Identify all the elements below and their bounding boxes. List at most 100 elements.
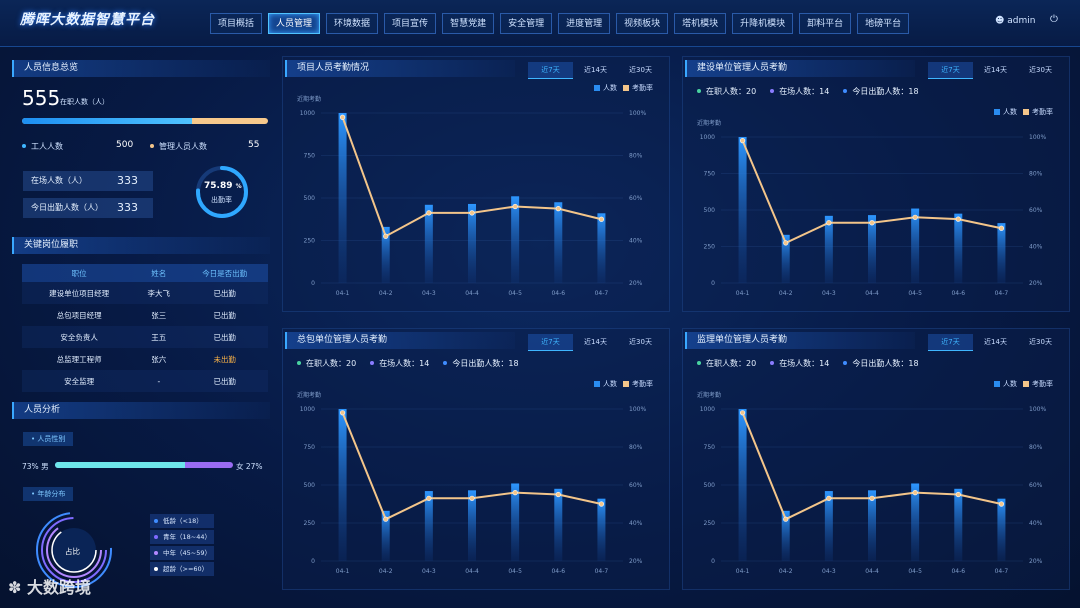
key-posts-table: 职位 姓名 今日是否出勤 建设单位项目经理 李大飞 已出勤 总包项目经理 张三 已出勤 安全负责…: [22, 264, 268, 392]
attendance-rate-gauge: [196, 166, 248, 218]
y-left-tick: 500: [704, 482, 716, 489]
bar-04-3: [424, 491, 433, 561]
ratio-bar: [22, 118, 268, 124]
today-row: 今日出勤人数（人） 333: [23, 198, 153, 218]
gender-chip[interactable]: • 人员性别: [23, 432, 74, 446]
nav-item-5[interactable]: 安全管理: [500, 13, 553, 34]
rate-point-04-1: [339, 410, 346, 416]
bar-04-4: [468, 203, 476, 283]
chart-subtitle: 近期考勤: [697, 119, 721, 127]
attendance-panel-0: 项目人员考勤情况 近7天 近14天 近30天 人数 考勤率 近期考勤 0 20% 250 40% 50…: [282, 56, 670, 312]
stat-item: 在职人数：20: [697, 359, 756, 368]
y-left-tick: 0: [711, 558, 715, 565]
x-tick: 04-7: [595, 290, 609, 297]
y-left-tick: 750: [304, 444, 316, 451]
table-cell: 张六: [151, 354, 167, 364]
table-cell: 总包项目经理: [56, 310, 102, 320]
y-right-tick: 100%: [629, 406, 646, 413]
rate-point-04-3: [826, 495, 832, 501]
tab-period-0[interactable]: 近7天: [528, 334, 573, 351]
y-right-tick: 20%: [1029, 558, 1043, 565]
period-tabs: 近7天 近14天 近30天: [528, 62, 663, 79]
user-menu[interactable]: ☻ admin: [995, 16, 1035, 26]
table-cell: -: [136, 370, 182, 392]
nav-item-0[interactable]: 项目概括: [210, 13, 263, 34]
tab-period-1[interactable]: 近14天: [984, 66, 1007, 74]
bar-04-1: [738, 137, 747, 283]
bar-04-2: [381, 226, 390, 283]
tab-period-0[interactable]: 近7天: [928, 334, 973, 351]
panel-stats: 在职人数：20 在场人数：14 今日出勤人数：18: [697, 86, 933, 97]
y-right-tick: 40%: [629, 520, 643, 527]
nav-item-4[interactable]: 智慧党建: [442, 13, 495, 34]
y-right-tick: 60%: [629, 482, 643, 489]
rate-point-04-1: [739, 138, 746, 144]
rate-point-04-2: [383, 233, 389, 239]
y-right-tick: 100%: [629, 110, 646, 117]
nav-item-2[interactable]: 环境数据: [326, 13, 379, 34]
y-left-tick: 0: [311, 280, 315, 287]
chart-subtitle: 近期考勤: [697, 391, 721, 399]
bar-04-4: [868, 215, 876, 283]
attendance-panel-3: 监理单位管理人员考勤 近7天 近14天 近30天 在职人数：20 在场人数：14 今日出勤人…: [682, 328, 1070, 590]
y-right-tick: 80%: [1029, 171, 1043, 178]
workers-label: 工人人数: [22, 141, 63, 152]
bar-04-4: [868, 490, 876, 561]
rate-point-04-5: [912, 489, 918, 496]
rate-point-04-1: [339, 114, 346, 120]
x-tick: 04-6: [951, 568, 965, 575]
nav-item-11[interactable]: 地磅平台: [857, 13, 910, 34]
panel-stats: 在职人数：20 在场人数：14 今日出勤人数：18: [297, 358, 533, 369]
bar-04-7: [597, 498, 606, 561]
table-cell: 王五: [136, 326, 182, 348]
tab-period-2[interactable]: 近30天: [1029, 338, 1052, 346]
nav-item-10[interactable]: 卸料平台: [799, 13, 852, 34]
y-right-tick: 20%: [629, 558, 643, 565]
managers-label: 管理人员人数: [150, 141, 207, 152]
nav-item-8[interactable]: 塔机模块: [674, 13, 727, 34]
tab-period-0[interactable]: 近7天: [528, 62, 573, 79]
x-tick: 04-6: [551, 290, 565, 297]
table-header: 今日是否出勤: [181, 264, 268, 282]
x-tick: 04-6: [551, 568, 565, 575]
x-tick: 04-3: [822, 568, 836, 575]
y-left-tick: 1000: [700, 134, 715, 141]
attendance-chart: 近期考勤 0 20% 250 40% 500 60% 750 80% 1000 100% 04-1 04…: [297, 95, 646, 297]
today-count: 333: [117, 201, 138, 214]
rate-point-04-3: [426, 210, 432, 216]
nav-item-9[interactable]: 升降机模块: [732, 13, 794, 34]
tab-period-1[interactable]: 近14天: [984, 338, 1007, 346]
tab-period-1[interactable]: 近14天: [584, 338, 607, 346]
stat-item: 今日出勤人数：18: [843, 87, 919, 96]
tab-period-2[interactable]: 近30天: [629, 66, 652, 74]
age-legend-item: 青年（18~44）: [150, 530, 214, 544]
rate-point-04-2: [783, 516, 789, 522]
tab-period-2[interactable]: 近30天: [1029, 66, 1052, 74]
nav-item-6[interactable]: 进度管理: [558, 13, 611, 34]
tab-period-1[interactable]: 近14天: [584, 66, 607, 74]
panel-title: 总包单位管理人员考勤: [285, 332, 515, 349]
period-tabs: 近7天 近14天 近30天: [928, 334, 1063, 351]
table-row: 安全负责人 王五 已出勤: [22, 326, 268, 348]
x-tick: 04-5: [508, 568, 522, 575]
tab-period-0[interactable]: 近7天: [928, 62, 973, 79]
table-header: 职位: [22, 264, 137, 282]
power-icon[interactable]: ⏻: [1050, 14, 1058, 25]
tab-period-2[interactable]: 近30天: [629, 338, 652, 346]
nav-item-7[interactable]: 视频板块: [616, 13, 669, 34]
age-ring-middle: [46, 522, 102, 578]
nav-item-1[interactable]: 人员管理: [268, 13, 321, 34]
male-stat: 73% 男: [22, 462, 49, 471]
rate-point-04-5: [512, 203, 518, 210]
onsite-count: 333: [117, 174, 138, 187]
age-chip[interactable]: • 年龄分布: [23, 487, 74, 501]
onsite-row: 在场人数（人） 333: [23, 171, 153, 191]
gender-bar: [55, 462, 233, 468]
legend-count: 人数: [603, 380, 617, 388]
rate-label: 出勤率: [211, 196, 232, 204]
nav-item-3[interactable]: 项目宣传: [384, 13, 437, 34]
bar-04-5: [511, 483, 520, 561]
rate-point-04-6: [555, 206, 561, 212]
y-right-tick: 40%: [629, 238, 643, 245]
table-row: 总监理工程师 张六 未出勤: [22, 348, 268, 370]
